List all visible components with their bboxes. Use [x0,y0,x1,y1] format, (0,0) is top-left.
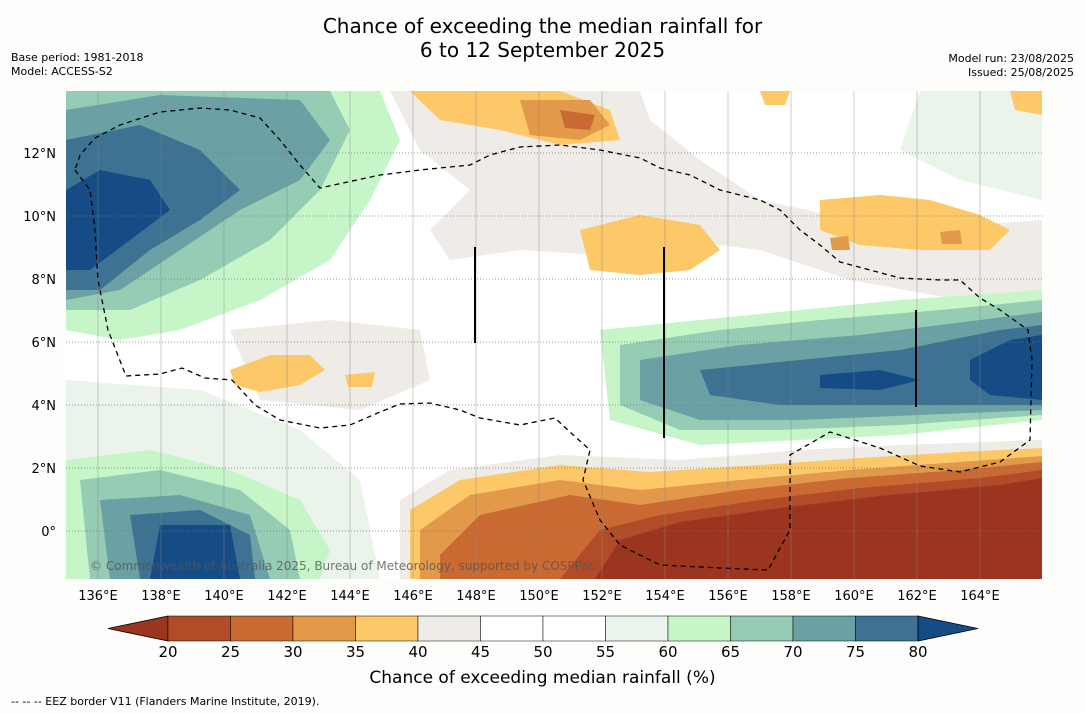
colorbar-cell [480,615,544,642]
colorbar-tick-label: 30 [283,643,303,661]
colorbar-tick-label: 70 [783,643,803,661]
lon-label: 142°E [267,589,307,604]
lon-label: 136°E [78,589,118,604]
longitude-labels: 136°E 138°E 140°E 142°E 144°E 146°E 148°E 150°E… [78,589,1000,604]
colorbar-cell [292,615,356,642]
region-80-southwest [150,525,240,579]
colorbar-cell [417,615,481,642]
chart-title: Chance of exceeding the median rainfall … [0,14,1085,62]
lon-label: 138°E [141,589,181,604]
lon-label: 162°E [897,589,937,604]
colorbar-tick-label: 40 [408,643,428,661]
lat-label: 10°N [23,210,56,225]
region-40-west [230,355,325,392]
region-40-north-b [580,215,720,275]
colorbar-cell [605,615,669,642]
lon-label: 150°E [519,589,559,604]
lon-label: 148°E [456,589,496,604]
colorbar-tick-label: 35 [345,643,366,661]
eez-border-1 [74,107,1033,571]
colorbar-cell [355,615,419,642]
title-line-2: 6 to 12 September 2025 [419,38,666,62]
region-40-north-d [760,91,1042,115]
region-80-east [820,335,1042,400]
lat-label: 2°N [32,462,57,477]
region-55-north-right [900,91,1042,200]
region-35-north-c [830,230,962,250]
map-fields [66,91,1042,579]
model-name: Model: ACCESS-S2 [11,65,113,78]
lon-label: 154°E [645,589,685,604]
lat-label: 6°N [32,336,57,351]
region-30-north-a [560,110,595,130]
colorbar-cell [792,615,856,642]
latitude-labels: 12°N 10°N 8°N 6°N 4°N 2°N 0° [23,147,56,540]
meta-left: Base period: 1981-2018 Model: ACCESS-S2 [11,51,143,79]
lat-label: 4°N [32,399,57,414]
colorbar-cell [167,615,231,642]
meta-right: Model run: 23/08/2025 Issued: 25/08/2025 [948,52,1074,80]
lon-label: 140°E [204,589,244,604]
model-run: Model run: 23/08/2025 [948,52,1074,65]
colorbar-cell [855,615,919,642]
region-40-north-c [820,195,1010,250]
colorbar-tick-label: 50 [533,643,553,661]
region-20-south [595,478,1042,579]
colorbar [107,615,979,642]
colorbar-cell [667,615,731,642]
lat-label: 12°N [23,147,56,162]
lon-label: 158°E [771,589,811,604]
base-period: Base period: 1981-2018 [11,51,144,64]
region-75-east [700,325,1042,405]
colorbar-tick-label: 80 [908,643,928,661]
eez-footnote: -- -- -- EEZ border V11 (Flanders Marine… [11,695,320,708]
issued-date: Issued: 25/08/2025 [967,66,1074,79]
colorbar-cell [542,615,606,642]
colorbar-tick-label: 20 [158,643,178,661]
colorbar-tick-label: 75 [845,643,866,661]
colorbar-tick-label: 60 [658,643,678,661]
colorbar-cell [730,615,794,642]
region-80-west [66,170,170,270]
lon-label: 164°E [960,589,1000,604]
colorbar-tick-label: 45 [470,643,491,661]
colorbar-cell [230,615,294,642]
map-grid [66,91,1042,579]
lon-label: 156°E [708,589,748,604]
lon-label: 160°E [834,589,874,604]
lon-label: 144°E [330,589,370,604]
colorbar-title: Chance of exceeding median rainfall (%) [369,668,716,688]
colorbar-tick-label: 55 [595,643,616,661]
title-line-1: Chance of exceeding the median rainfall … [322,14,763,38]
colorbar-arrow-low [107,615,169,642]
colorbar-tick-label: 25 [220,643,241,661]
lon-label: 152°E [582,589,622,604]
lat-label: 0° [41,525,56,540]
region-40-mid [345,372,375,387]
colorbar-arrow-high [917,615,979,642]
lon-label: 146°E [393,589,433,604]
copyright-text: © Commonwealth of Australia 2025, Bureau… [90,559,595,573]
lat-label: 8°N [32,273,57,288]
colorbar-tick-label: 65 [720,643,741,661]
